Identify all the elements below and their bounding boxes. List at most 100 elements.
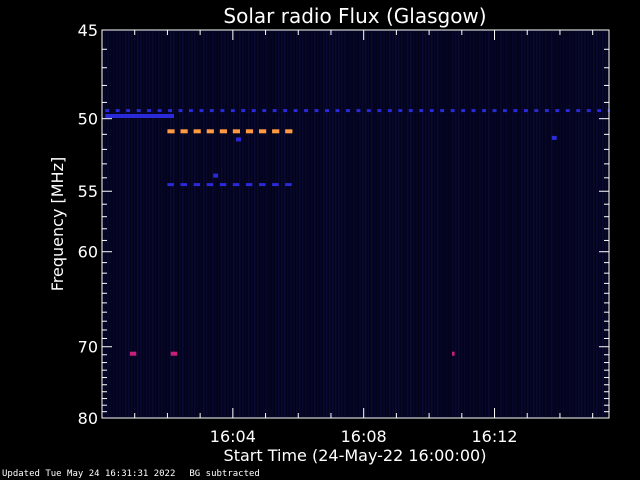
feature-dashed-54.5 xyxy=(232,183,240,187)
x-tick-label: 16:12 xyxy=(471,427,517,446)
noise-streak xyxy=(236,31,238,417)
noise-streak xyxy=(194,31,196,417)
noise-streak xyxy=(221,31,223,417)
noise-streak xyxy=(548,31,550,417)
feature-dashed-49.5 xyxy=(136,109,141,113)
feature-dashed-50.8 xyxy=(259,129,267,134)
noise-streak xyxy=(341,31,343,417)
noise-streak xyxy=(506,31,508,417)
feature-dashed-54.5 xyxy=(206,183,214,187)
feature-dashed-49.5 xyxy=(241,109,246,113)
feature-dashed-54.5 xyxy=(167,183,174,187)
noise-streak xyxy=(470,31,472,417)
feature-dashed-49.5 xyxy=(346,109,350,113)
noise-streak xyxy=(170,31,172,417)
feature-dashed-49.5 xyxy=(576,109,581,113)
feature-dashed-49.5 xyxy=(168,109,172,113)
noise-streak xyxy=(203,31,205,417)
noise-streak xyxy=(296,31,298,417)
noise-streak xyxy=(323,31,325,417)
features-layer xyxy=(105,109,609,356)
noise-streak xyxy=(386,31,388,417)
noise-streak xyxy=(182,31,184,417)
feature-dashed-49.5 xyxy=(251,109,256,113)
noise-streak xyxy=(518,31,520,417)
feature-dashed-49.5 xyxy=(105,109,110,113)
noise-streak xyxy=(434,31,436,417)
noise-streak xyxy=(248,31,250,417)
noise-streak xyxy=(164,31,166,417)
feature-dashed-49.5 xyxy=(482,109,486,113)
noise-streak xyxy=(227,31,229,417)
noise-streak xyxy=(545,31,547,417)
noise-streak xyxy=(491,31,493,417)
feature-dashed-49.5 xyxy=(524,109,528,113)
noise-streak xyxy=(437,31,439,417)
feature-dashed-49.5 xyxy=(157,109,162,113)
noise-streak xyxy=(137,31,139,417)
noise-streak xyxy=(515,31,517,417)
noise-streak xyxy=(110,31,112,417)
noise-streak xyxy=(209,31,211,417)
x-tick-label: 16:08 xyxy=(341,427,387,446)
noise-streak xyxy=(293,31,295,417)
noise-streak xyxy=(419,31,421,417)
noise-streak xyxy=(311,31,313,417)
noise-streak xyxy=(509,31,511,417)
y-tick-label: 50 xyxy=(78,110,98,129)
feature-dashed-49.5 xyxy=(398,109,403,113)
noise-streak xyxy=(350,31,352,417)
noise-streak xyxy=(347,31,349,417)
noise-streak xyxy=(428,31,430,417)
noise-streak xyxy=(503,31,505,417)
noise-streak xyxy=(290,31,292,417)
noise-streak xyxy=(488,31,490,417)
noise-streak xyxy=(176,31,178,417)
noise-streak xyxy=(107,31,109,417)
noise-streak xyxy=(119,31,121,417)
noise-streak xyxy=(401,31,403,417)
feature-dashed-49.5 xyxy=(429,109,434,113)
noise-streak xyxy=(449,31,451,417)
noise-streak xyxy=(197,31,199,417)
noise-streak xyxy=(305,31,307,417)
feature-dashed-50.8 xyxy=(272,129,280,134)
feature-dashed-54.5 xyxy=(285,183,292,187)
noise-streak xyxy=(593,31,595,417)
noise-streak xyxy=(443,31,445,417)
noise-streak xyxy=(140,31,142,417)
feature-dashed-49.5 xyxy=(534,109,539,113)
y-tick-label: 60 xyxy=(78,243,98,262)
feature-dashed-49.5 xyxy=(189,109,193,113)
noise-streak xyxy=(215,31,217,417)
noise-streak xyxy=(365,31,367,417)
noise-streak xyxy=(566,31,568,417)
noise-streak xyxy=(239,31,241,417)
noise-streak xyxy=(482,31,484,417)
noise-streak xyxy=(524,31,526,417)
noise-streak xyxy=(572,31,574,417)
noise-streak xyxy=(479,31,481,417)
y-tick-label: 45 xyxy=(78,21,98,40)
noise-streak xyxy=(533,31,535,417)
x-axis: 16:04 16:08 16:12 xyxy=(134,30,594,446)
noise-streak xyxy=(602,31,604,417)
feature-dashed-49.5 xyxy=(555,109,560,113)
noise-streak xyxy=(125,31,127,417)
noise-streak xyxy=(344,31,346,417)
noise-streak xyxy=(128,31,130,417)
noise-streak xyxy=(410,31,412,417)
noise-streak xyxy=(578,31,580,417)
noise-streak xyxy=(317,31,319,417)
feature-dashed-54.5 xyxy=(272,183,279,187)
y-tick-label: 55 xyxy=(78,182,98,201)
feature-dashed-54.5 xyxy=(180,183,187,187)
noise-streak xyxy=(218,31,220,417)
x-axis-label: Start Time (24-May-22 16:00:00) xyxy=(224,446,487,465)
feature-dashed-49.5 xyxy=(366,109,371,113)
noise-streak xyxy=(416,31,418,417)
noise-streak xyxy=(584,31,586,417)
noise-streak xyxy=(245,31,247,417)
noise-streak xyxy=(275,31,277,417)
